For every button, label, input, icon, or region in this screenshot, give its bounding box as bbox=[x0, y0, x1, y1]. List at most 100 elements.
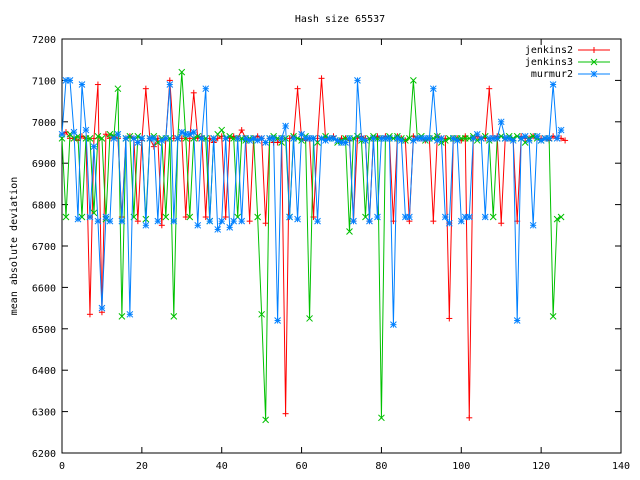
marker-stroke bbox=[521, 132, 529, 140]
data-point bbox=[469, 135, 477, 142]
marker-stroke bbox=[106, 130, 114, 138]
data-point bbox=[218, 126, 226, 134]
y-tick-label: 7100 bbox=[32, 76, 56, 87]
marker-stroke bbox=[126, 310, 134, 318]
marker-stroke bbox=[170, 313, 178, 320]
data-point bbox=[410, 77, 417, 84]
data-point bbox=[58, 130, 66, 138]
data-point bbox=[262, 220, 269, 227]
marker-stroke bbox=[238, 217, 246, 225]
data-point bbox=[477, 135, 485, 142]
data-point bbox=[497, 118, 505, 126]
data-point bbox=[162, 213, 170, 221]
marker-stroke bbox=[154, 217, 162, 225]
y-tick-label: 7000 bbox=[32, 118, 56, 129]
y-tick-label: 6200 bbox=[32, 449, 56, 460]
data-point bbox=[354, 77, 361, 84]
x-tick-label: 120 bbox=[532, 461, 550, 472]
marker-stroke bbox=[441, 137, 449, 144]
data-point bbox=[386, 135, 393, 142]
marker-stroke bbox=[86, 213, 94, 221]
marker-stroke bbox=[178, 68, 186, 76]
marker-stroke bbox=[122, 135, 130, 142]
marker-stroke bbox=[130, 135, 138, 142]
data-point bbox=[198, 135, 206, 142]
data-point bbox=[170, 313, 178, 320]
series-jenkins2 bbox=[59, 75, 569, 421]
marker-stroke bbox=[174, 135, 182, 142]
marker-stroke bbox=[509, 137, 517, 144]
data-point bbox=[346, 135, 353, 142]
marker-stroke bbox=[437, 135, 445, 142]
marker-stroke bbox=[378, 414, 385, 422]
marker-stroke bbox=[489, 213, 497, 221]
data-point bbox=[441, 213, 449, 221]
marker-stroke bbox=[590, 70, 598, 78]
data-point bbox=[94, 217, 102, 225]
data-point bbox=[186, 213, 194, 221]
marker-stroke bbox=[90, 143, 98, 150]
data-point bbox=[234, 135, 242, 142]
data-point bbox=[114, 85, 122, 93]
marker-stroke bbox=[202, 85, 210, 93]
marker-stroke bbox=[294, 215, 301, 223]
marker-stroke bbox=[366, 217, 373, 225]
data-point bbox=[182, 214, 189, 221]
marker-stroke bbox=[118, 217, 126, 225]
data-point bbox=[274, 139, 281, 146]
axis-ticks: 0 20 40 60 80 100 120 140 6200 6300 6400 6500 6600 67… bbox=[32, 35, 630, 472]
y-tick-label: 6900 bbox=[32, 159, 56, 170]
data-point bbox=[282, 122, 289, 130]
marker-stroke bbox=[74, 215, 82, 223]
marker-stroke bbox=[545, 135, 553, 142]
data-point bbox=[529, 221, 537, 229]
data-point bbox=[222, 214, 229, 221]
marker-stroke bbox=[445, 219, 453, 227]
data-point bbox=[270, 135, 277, 142]
marker-stroke bbox=[553, 135, 561, 142]
data-point bbox=[286, 213, 293, 221]
marker-stroke bbox=[330, 135, 337, 142]
marker-stroke bbox=[481, 213, 489, 221]
data-point bbox=[138, 135, 146, 142]
data-point bbox=[262, 139, 269, 146]
marker-stroke bbox=[553, 215, 561, 223]
series-jenkins3 bbox=[58, 68, 565, 424]
marker-stroke bbox=[186, 213, 194, 221]
marker-stroke bbox=[274, 317, 281, 324]
data-point bbox=[106, 217, 114, 225]
data-point bbox=[294, 215, 301, 223]
x-tick-label: 60 bbox=[296, 461, 308, 472]
marker-stroke bbox=[82, 126, 90, 134]
data-point bbox=[90, 143, 98, 150]
marker-stroke bbox=[354, 77, 361, 84]
marker-stroke bbox=[150, 135, 158, 142]
data-point bbox=[553, 215, 561, 223]
marker-stroke bbox=[282, 122, 289, 130]
marker-stroke bbox=[78, 81, 86, 88]
data-point bbox=[118, 313, 126, 320]
data-point bbox=[214, 226, 222, 233]
marker-stroke bbox=[258, 310, 265, 318]
data-point bbox=[230, 217, 238, 225]
marker-stroke bbox=[226, 224, 234, 231]
y-tick-label: 6500 bbox=[32, 325, 56, 336]
data-point bbox=[70, 128, 78, 136]
data-point bbox=[290, 135, 297, 142]
data-point bbox=[374, 213, 381, 221]
data-point bbox=[190, 128, 198, 136]
data-point bbox=[294, 85, 301, 92]
marker-stroke bbox=[210, 135, 218, 142]
data-point bbox=[86, 135, 94, 142]
legend-label: jenkins2 bbox=[525, 45, 573, 56]
legend-label: jenkins3 bbox=[525, 57, 573, 68]
data-point bbox=[430, 218, 437, 225]
marker-stroke bbox=[362, 137, 369, 144]
marker-stroke bbox=[98, 135, 106, 142]
marker-stroke bbox=[477, 135, 485, 142]
data-point bbox=[445, 219, 453, 227]
data-point bbox=[334, 137, 341, 144]
data-point bbox=[202, 214, 209, 221]
marker-stroke bbox=[314, 217, 321, 225]
legend-label: murmur2 bbox=[531, 69, 573, 80]
